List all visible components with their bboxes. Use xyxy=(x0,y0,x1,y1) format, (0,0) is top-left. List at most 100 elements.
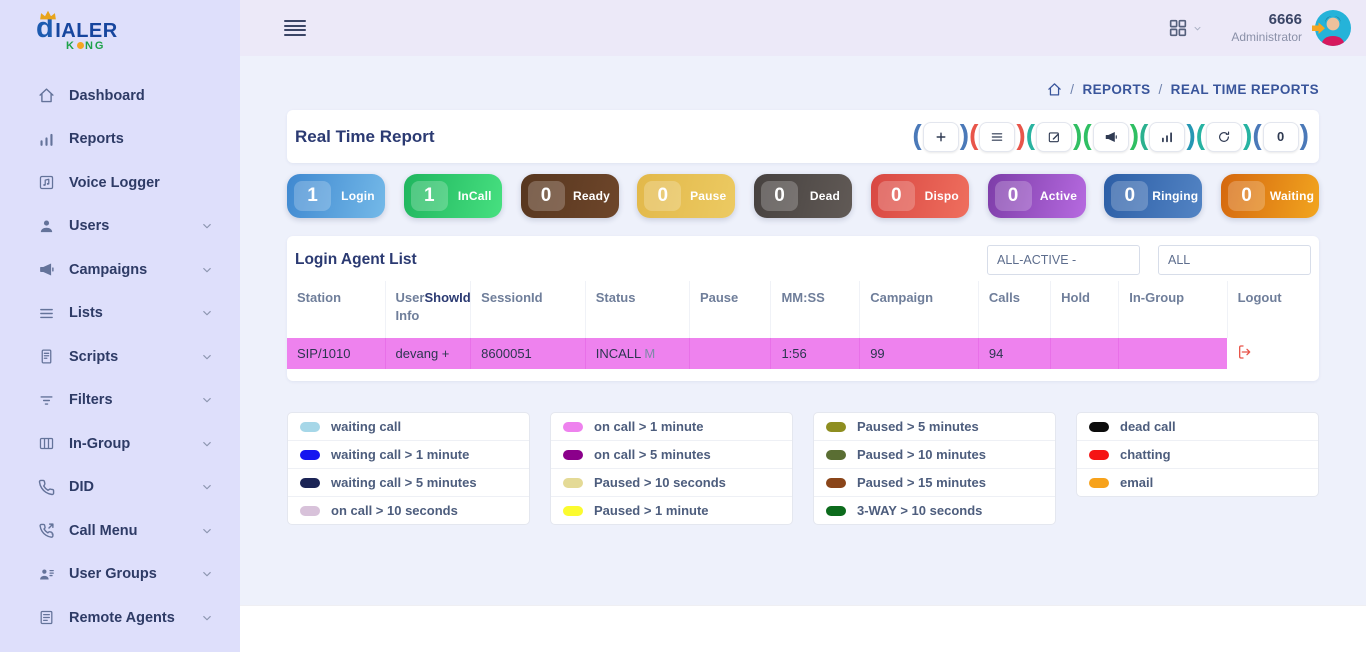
sidebar-item-label: Campaigns xyxy=(69,261,148,278)
sidebar-item-did[interactable]: DID xyxy=(0,466,240,510)
bar-chart-icon xyxy=(38,131,55,148)
legend-item: Paused > 1 minute xyxy=(551,497,792,524)
music-note-icon xyxy=(38,174,55,191)
report-toolbar: ( ) ( ) ( ) ( ) ( ) xyxy=(912,118,1309,152)
sidebar-item-user-groups[interactable]: User Groups xyxy=(0,553,240,597)
legend-item: email xyxy=(1077,469,1318,496)
sidebar-item-campaigns[interactable]: Campaigns xyxy=(0,248,240,292)
sidebar-item-label: Users xyxy=(69,218,110,235)
sidebar-item-reports[interactable]: Reports xyxy=(0,118,240,162)
plus-icon xyxy=(934,130,948,144)
legend-group-paused-3way: Paused > 5 minutes Paused > 10 minutes P… xyxy=(813,412,1056,526)
group-filter-select[interactable]: ALL xyxy=(1158,245,1311,275)
sidebar-item-remote-agents[interactable]: Remote Agents xyxy=(0,596,240,640)
main-content: / REPORTS / REAL TIME REPORTS Real Time … xyxy=(240,56,1366,605)
phone-icon xyxy=(38,479,55,496)
color-chip xyxy=(300,421,320,432)
list-icon xyxy=(38,305,55,322)
chevron-down-icon xyxy=(200,393,214,407)
home-icon[interactable] xyxy=(1047,82,1062,97)
sidebar-item-label: Lists xyxy=(69,305,103,322)
col-mmss: MM:SS xyxy=(770,281,860,339)
brand-name-top: dIALER xyxy=(36,12,118,44)
legend-group-misc: dead call chatting email xyxy=(1076,412,1319,498)
toolbar-button-edit[interactable]: ( ) xyxy=(1025,118,1083,152)
cell-pause xyxy=(688,338,771,370)
toolbar-button-add[interactable]: ( ) xyxy=(912,118,970,152)
sidebar-item-lists[interactable]: Lists xyxy=(0,292,240,336)
status-badge-dispo: 0 Dispo xyxy=(870,174,969,218)
color-chip xyxy=(300,449,320,460)
col-logout: Logout xyxy=(1226,281,1319,339)
col-campaign: Campaign xyxy=(859,281,979,339)
report-header-card: Real Time Report ( ) ( ) ( ) ( ) xyxy=(287,110,1319,163)
legend-item: on call > 10 seconds xyxy=(288,497,529,524)
toolbar-button-list[interactable]: ( ) xyxy=(969,118,1026,152)
login-agent-list-card: Login Agent List ALL-ACTIVE - ALL Statio… xyxy=(287,236,1319,382)
page-title: Real Time Report xyxy=(295,126,435,146)
megaphone-icon xyxy=(1104,130,1118,144)
logout-icon[interactable] xyxy=(1237,344,1253,360)
sidebar-toggle-button[interactable] xyxy=(284,20,306,36)
color-chip xyxy=(300,505,320,516)
sidebar-item-voice-logger[interactable]: Voice Logger xyxy=(0,161,240,205)
sidebar-item-scripts[interactable]: Scripts xyxy=(0,335,240,379)
columns-icon xyxy=(38,435,55,452)
cell-logout xyxy=(1227,338,1319,370)
apps-menu-button[interactable] xyxy=(1167,17,1203,39)
cell-status: INCALL M xyxy=(584,338,690,370)
app-logo[interactable]: dIALER K NG xyxy=(0,0,240,64)
list-doc-icon xyxy=(38,609,55,626)
col-user-showid-info: UserShowId Info xyxy=(384,281,471,339)
sidebar-item-users[interactable]: Users xyxy=(0,205,240,249)
sidebar-item-dashboard[interactable]: Dashboard xyxy=(0,74,240,118)
cell-user[interactable]: devang + xyxy=(384,338,471,370)
color-chip xyxy=(826,505,846,516)
toolbar-button-stats[interactable]: ( ) xyxy=(1139,118,1196,152)
document-icon xyxy=(38,348,55,365)
legend-item: on call > 5 minutes xyxy=(551,441,792,470)
status-badge-ready: 0 Ready xyxy=(520,174,619,218)
legend-item: Paused > 10 seconds xyxy=(551,469,792,498)
user-icon xyxy=(38,218,55,235)
color-chip xyxy=(1089,477,1109,488)
sidebar-nav: Dashboard Reports Voice Logger Users Cam… xyxy=(0,74,240,640)
campaign-filter-select[interactable]: ALL-ACTIVE - xyxy=(987,245,1140,275)
status-badges: 1 Login 1 InCall 0 Ready 0 Pause 0 Dead … xyxy=(287,174,1319,218)
chevron-down-icon xyxy=(1192,23,1203,34)
user-role: Administrator xyxy=(1231,29,1302,44)
topbar: 6666 Administrator xyxy=(240,0,1366,56)
status-badge-waiting: 0 Waiting xyxy=(1221,174,1319,218)
chevron-down-icon xyxy=(200,480,214,494)
sidebar-item-label: Dashboard xyxy=(69,87,145,104)
toolbar-button-counter[interactable]: ( 0 ) xyxy=(1252,118,1309,152)
status-badge-incall: 1 InCall xyxy=(403,174,502,218)
refresh-icon xyxy=(1217,130,1231,144)
legend-item: waiting call xyxy=(288,413,529,442)
user-group-icon xyxy=(38,566,55,583)
status-color-legend: waiting call waiting call > 1 minute wai… xyxy=(287,412,1319,526)
sidebar-item-in-group[interactable]: In-Group xyxy=(0,422,240,466)
legend-item: dead call xyxy=(1077,413,1318,442)
chevron-down-icon xyxy=(200,567,214,581)
legend-item: Paused > 10 minutes xyxy=(814,441,1055,470)
toolbar-button-refresh[interactable]: ( ) xyxy=(1195,118,1253,152)
cell-station: SIP/1010 xyxy=(287,338,386,370)
sidebar-item-filters[interactable]: Filters xyxy=(0,379,240,423)
color-chip xyxy=(563,449,583,460)
chevron-down-icon xyxy=(200,306,214,320)
breadcrumb-link-reports[interactable]: REPORTS xyxy=(1082,82,1151,97)
legend-item: Paused > 15 minutes xyxy=(814,469,1055,498)
sidebar-item-label: Filters xyxy=(69,392,113,409)
avatar[interactable] xyxy=(1312,8,1352,48)
cell-sessionid: 8600051 xyxy=(470,338,586,370)
chevron-down-icon xyxy=(200,350,214,364)
breadcrumb: / REPORTS / REAL TIME REPORTS xyxy=(287,82,1319,97)
sun-icon xyxy=(76,42,84,49)
filter-icon xyxy=(38,392,55,409)
sidebar-item-call-menu[interactable]: Call Menu xyxy=(0,509,240,553)
chevron-down-icon xyxy=(200,437,214,451)
breadcrumb-current: REAL TIME REPORTS xyxy=(1170,82,1319,97)
cell-calls: 94 xyxy=(977,338,1051,370)
toolbar-button-broadcast[interactable]: ( ) xyxy=(1082,118,1140,152)
